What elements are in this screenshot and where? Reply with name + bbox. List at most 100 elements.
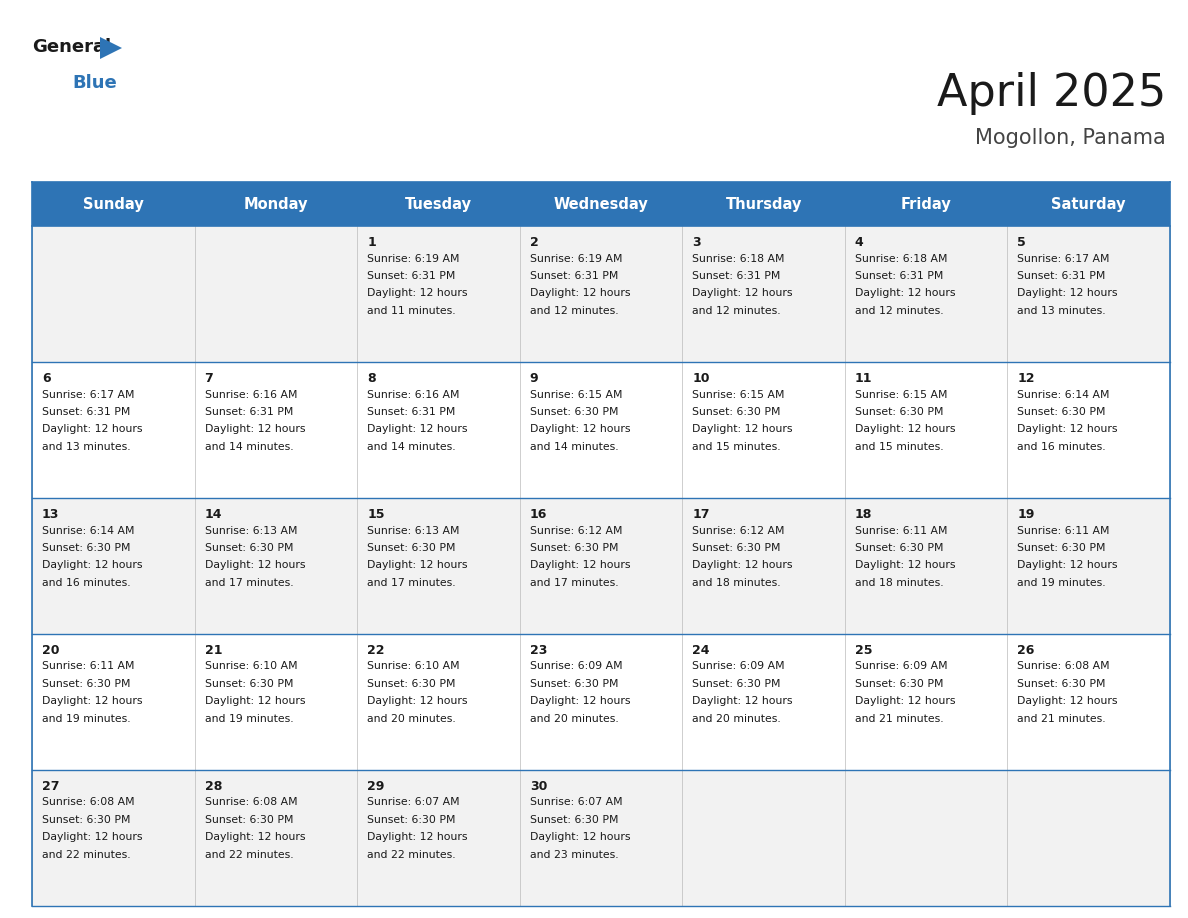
- Text: Daylight: 12 hours: Daylight: 12 hours: [367, 697, 468, 707]
- Text: 3: 3: [693, 236, 701, 249]
- Bar: [358, 498, 519, 634]
- Text: Tuesday: Tuesday: [405, 196, 472, 211]
- Text: 13: 13: [42, 508, 59, 521]
- Text: Sunday: Sunday: [83, 196, 144, 211]
- Text: Saturday: Saturday: [1051, 196, 1126, 211]
- Text: Daylight: 12 hours: Daylight: 12 hours: [693, 697, 792, 707]
- Bar: [195, 226, 358, 362]
- Text: and 14 minutes.: and 14 minutes.: [367, 442, 456, 452]
- Text: Sunset: 6:30 PM: Sunset: 6:30 PM: [204, 543, 293, 553]
- Text: Sunrise: 6:19 AM: Sunrise: 6:19 AM: [530, 253, 623, 263]
- Text: Daylight: 12 hours: Daylight: 12 hours: [693, 288, 792, 298]
- Text: Sunset: 6:30 PM: Sunset: 6:30 PM: [855, 543, 943, 553]
- Text: Sunset: 6:30 PM: Sunset: 6:30 PM: [855, 679, 943, 689]
- Text: Daylight: 12 hours: Daylight: 12 hours: [367, 561, 468, 570]
- Bar: [845, 498, 1007, 634]
- Text: Daylight: 12 hours: Daylight: 12 hours: [42, 697, 143, 707]
- Text: Sunset: 6:30 PM: Sunset: 6:30 PM: [42, 543, 131, 553]
- Bar: [519, 362, 682, 498]
- Text: 29: 29: [367, 780, 385, 793]
- Bar: [195, 770, 358, 906]
- Bar: [682, 226, 845, 362]
- Text: 12: 12: [1017, 372, 1035, 385]
- Bar: [682, 362, 845, 498]
- Text: Sunset: 6:30 PM: Sunset: 6:30 PM: [367, 815, 456, 825]
- Bar: [682, 634, 845, 770]
- Text: Blue: Blue: [72, 74, 116, 92]
- Text: Sunrise: 6:13 AM: Sunrise: 6:13 AM: [204, 525, 297, 535]
- Text: Sunset: 6:30 PM: Sunset: 6:30 PM: [367, 679, 456, 689]
- Text: Sunset: 6:30 PM: Sunset: 6:30 PM: [530, 543, 618, 553]
- Text: Daylight: 12 hours: Daylight: 12 hours: [693, 561, 792, 570]
- Text: Sunrise: 6:16 AM: Sunrise: 6:16 AM: [204, 389, 297, 399]
- Text: Sunset: 6:30 PM: Sunset: 6:30 PM: [1017, 679, 1106, 689]
- Text: Daylight: 12 hours: Daylight: 12 hours: [204, 833, 305, 843]
- Text: Daylight: 12 hours: Daylight: 12 hours: [367, 833, 468, 843]
- Text: 30: 30: [530, 780, 548, 793]
- Text: Daylight: 12 hours: Daylight: 12 hours: [530, 288, 630, 298]
- Text: 4: 4: [855, 236, 864, 249]
- Bar: [519, 498, 682, 634]
- Text: Sunset: 6:30 PM: Sunset: 6:30 PM: [1017, 407, 1106, 417]
- Text: Sunset: 6:30 PM: Sunset: 6:30 PM: [530, 407, 618, 417]
- Text: Daylight: 12 hours: Daylight: 12 hours: [204, 561, 305, 570]
- Bar: [358, 362, 519, 498]
- Text: Sunrise: 6:09 AM: Sunrise: 6:09 AM: [693, 662, 785, 671]
- Bar: [32, 770, 195, 906]
- Text: 22: 22: [367, 644, 385, 657]
- Text: April 2025: April 2025: [937, 72, 1165, 115]
- Text: Sunset: 6:30 PM: Sunset: 6:30 PM: [367, 543, 456, 553]
- Text: General: General: [32, 38, 112, 56]
- Text: Daylight: 12 hours: Daylight: 12 hours: [530, 424, 630, 434]
- Text: Daylight: 12 hours: Daylight: 12 hours: [42, 424, 143, 434]
- Bar: [845, 634, 1007, 770]
- Text: Sunrise: 6:07 AM: Sunrise: 6:07 AM: [367, 798, 460, 808]
- Text: Daylight: 12 hours: Daylight: 12 hours: [855, 561, 955, 570]
- Text: Sunset: 6:31 PM: Sunset: 6:31 PM: [367, 407, 455, 417]
- Bar: [845, 362, 1007, 498]
- Text: Daylight: 12 hours: Daylight: 12 hours: [530, 833, 630, 843]
- Bar: [682, 498, 845, 634]
- Text: and 12 minutes.: and 12 minutes.: [530, 306, 618, 316]
- Bar: [519, 226, 682, 362]
- Text: 8: 8: [367, 372, 375, 385]
- Bar: [358, 770, 519, 906]
- Text: Daylight: 12 hours: Daylight: 12 hours: [42, 561, 143, 570]
- Text: Daylight: 12 hours: Daylight: 12 hours: [1017, 288, 1118, 298]
- Text: Sunset: 6:30 PM: Sunset: 6:30 PM: [530, 679, 618, 689]
- Text: Sunrise: 6:08 AM: Sunrise: 6:08 AM: [204, 798, 297, 808]
- Text: Daylight: 12 hours: Daylight: 12 hours: [530, 561, 630, 570]
- Text: Daylight: 12 hours: Daylight: 12 hours: [693, 424, 792, 434]
- Text: Sunrise: 6:07 AM: Sunrise: 6:07 AM: [530, 798, 623, 808]
- Text: Sunset: 6:30 PM: Sunset: 6:30 PM: [693, 407, 781, 417]
- Bar: [682, 770, 845, 906]
- Text: Sunrise: 6:08 AM: Sunrise: 6:08 AM: [42, 798, 134, 808]
- Text: and 12 minutes.: and 12 minutes.: [693, 306, 781, 316]
- Polygon shape: [100, 37, 122, 59]
- Text: and 14 minutes.: and 14 minutes.: [530, 442, 618, 452]
- Text: Sunset: 6:30 PM: Sunset: 6:30 PM: [204, 679, 293, 689]
- Text: and 15 minutes.: and 15 minutes.: [855, 442, 943, 452]
- Text: 16: 16: [530, 508, 548, 521]
- Text: Sunrise: 6:14 AM: Sunrise: 6:14 AM: [1017, 389, 1110, 399]
- Text: and 11 minutes.: and 11 minutes.: [367, 306, 456, 316]
- Bar: [845, 226, 1007, 362]
- Text: and 20 minutes.: and 20 minutes.: [693, 714, 781, 724]
- Text: Daylight: 12 hours: Daylight: 12 hours: [367, 288, 468, 298]
- Text: 23: 23: [530, 644, 548, 657]
- Text: Sunset: 6:30 PM: Sunset: 6:30 PM: [42, 679, 131, 689]
- Text: Sunrise: 6:17 AM: Sunrise: 6:17 AM: [42, 389, 134, 399]
- Text: and 16 minutes.: and 16 minutes.: [1017, 442, 1106, 452]
- Text: 17: 17: [693, 508, 709, 521]
- Text: Sunset: 6:30 PM: Sunset: 6:30 PM: [693, 679, 781, 689]
- Bar: [358, 226, 519, 362]
- Text: Sunset: 6:31 PM: Sunset: 6:31 PM: [367, 271, 455, 281]
- Text: Sunrise: 6:15 AM: Sunrise: 6:15 AM: [693, 389, 785, 399]
- Text: Sunrise: 6:12 AM: Sunrise: 6:12 AM: [530, 525, 623, 535]
- Text: Sunset: 6:31 PM: Sunset: 6:31 PM: [530, 271, 618, 281]
- Text: and 17 minutes.: and 17 minutes.: [367, 578, 456, 588]
- Text: Sunrise: 6:11 AM: Sunrise: 6:11 AM: [1017, 525, 1110, 535]
- Text: 27: 27: [42, 780, 59, 793]
- Text: Daylight: 12 hours: Daylight: 12 hours: [204, 424, 305, 434]
- Text: Daylight: 12 hours: Daylight: 12 hours: [855, 424, 955, 434]
